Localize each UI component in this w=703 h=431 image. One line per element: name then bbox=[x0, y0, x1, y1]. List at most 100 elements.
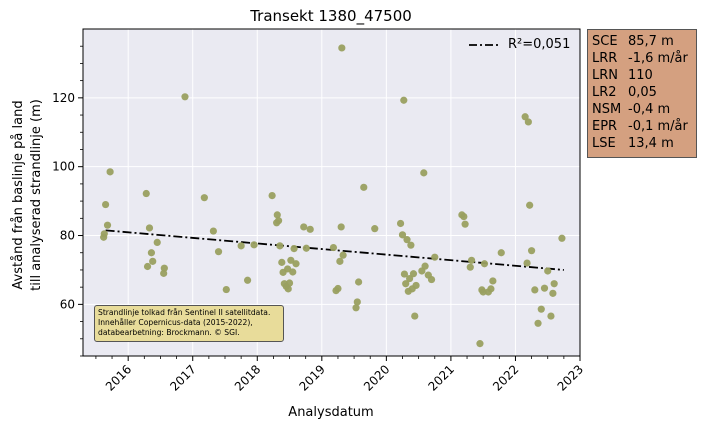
y-tick-label: 100 bbox=[52, 160, 75, 174]
data-point bbox=[524, 118, 532, 126]
stat-value: -1,6 m/år bbox=[628, 51, 688, 66]
plot-area bbox=[83, 29, 580, 356]
stat-key: LSE bbox=[592, 136, 616, 151]
attribution-line: databearbetning: Brockmann. © SGI. bbox=[98, 328, 240, 337]
stat-key: SCE bbox=[592, 34, 618, 49]
data-point bbox=[334, 284, 342, 293]
data-point bbox=[160, 264, 168, 272]
data-point bbox=[540, 284, 549, 292]
y-axis-title-line2: till analyserad strandlinje (m) bbox=[29, 99, 44, 291]
y-axis-ticks: 60 80 100 120 bbox=[52, 45, 83, 357]
data-point bbox=[523, 259, 531, 267]
data-point bbox=[431, 253, 439, 261]
data-point bbox=[420, 169, 428, 177]
data-point bbox=[550, 280, 558, 288]
data-point bbox=[353, 298, 361, 306]
x-tick-label: 2023 bbox=[555, 362, 586, 393]
data-point bbox=[181, 93, 189, 101]
data-point bbox=[360, 183, 368, 191]
x-tick-label: 2021 bbox=[426, 362, 457, 393]
stat-key: LRN bbox=[592, 68, 618, 83]
data-point bbox=[147, 249, 156, 257]
stat-row: LR2 0,05 bbox=[592, 84, 692, 101]
data-points bbox=[100, 44, 566, 348]
data-point bbox=[101, 200, 110, 209]
stat-row: NSM -0,4 m bbox=[592, 101, 692, 118]
data-point bbox=[467, 256, 476, 264]
data-point bbox=[200, 194, 208, 202]
data-point bbox=[411, 312, 419, 320]
stat-value: 85,7 m bbox=[628, 34, 674, 49]
stat-value: 110 bbox=[628, 68, 653, 83]
data-point bbox=[329, 243, 338, 252]
data-point bbox=[338, 44, 346, 52]
data-point bbox=[287, 256, 295, 264]
data-point bbox=[222, 285, 230, 294]
stat-row: SCE 85,7 m bbox=[592, 33, 692, 50]
x-tick-label: 2018 bbox=[232, 362, 263, 393]
x-tick-label: 2022 bbox=[490, 362, 521, 393]
stat-key: EPR bbox=[592, 119, 618, 134]
data-point bbox=[461, 220, 469, 228]
attribution-line: Innehåller Copernicus-data (2015-2022), bbox=[98, 318, 253, 327]
stat-value: -0,4 m bbox=[628, 102, 671, 117]
stat-key: NSM bbox=[592, 102, 622, 117]
x-axis-title: Analysdatum bbox=[288, 405, 373, 420]
attribution-box: Strandlinje tolkad från Sentinel II sate… bbox=[94, 305, 284, 342]
data-point bbox=[337, 223, 345, 231]
y-axis-title-line1: Avstånd från baslinje på land bbox=[11, 100, 26, 289]
data-point bbox=[302, 244, 310, 252]
chart-title: Transekt 1380_47500 bbox=[249, 7, 412, 26]
data-point bbox=[427, 275, 436, 284]
stat-row: EPR -0,1 m/år bbox=[592, 118, 692, 135]
data-point bbox=[300, 223, 308, 231]
data-point bbox=[103, 221, 112, 229]
data-point bbox=[290, 245, 298, 253]
data-point bbox=[402, 280, 410, 288]
data-point bbox=[142, 189, 150, 198]
data-point bbox=[460, 212, 468, 221]
data-point bbox=[400, 270, 409, 278]
data-point bbox=[106, 168, 114, 176]
data-point bbox=[214, 248, 223, 256]
data-point bbox=[398, 231, 407, 239]
x-tick-label: 2020 bbox=[361, 362, 392, 393]
stat-row: LRR -1,6 m/år bbox=[592, 50, 692, 67]
data-point bbox=[339, 251, 347, 259]
y-tick-label: 80 bbox=[60, 229, 75, 243]
attribution-line: Strandlinje tolkad från Sentinel II sate… bbox=[98, 308, 271, 317]
data-point bbox=[285, 279, 294, 287]
stat-row: LSE 13,4 m bbox=[592, 135, 692, 152]
data-point bbox=[521, 113, 529, 121]
data-point bbox=[406, 274, 414, 283]
statistics-box: SCE 85,7 m LRR -1,6 m/år LRN 110 LR2 0,05 NS… bbox=[587, 29, 697, 158]
data-point bbox=[547, 312, 555, 320]
plot-frame bbox=[82, 28, 581, 357]
stat-value: 0,05 bbox=[628, 85, 657, 100]
stat-value: 13,4 m bbox=[628, 136, 674, 151]
data-point bbox=[100, 230, 108, 238]
data-point bbox=[284, 265, 292, 273]
data-point bbox=[355, 278, 363, 286]
data-point bbox=[480, 260, 489, 268]
data-point bbox=[274, 217, 283, 225]
data-point bbox=[400, 96, 408, 104]
data-point bbox=[273, 211, 281, 219]
data-point bbox=[250, 241, 258, 249]
y-tick-label: 60 bbox=[60, 297, 75, 311]
data-point bbox=[466, 263, 474, 271]
data-point bbox=[421, 262, 429, 270]
data-point bbox=[479, 288, 487, 296]
data-point bbox=[292, 260, 300, 268]
stat-key: LR2 bbox=[592, 85, 617, 100]
data-point bbox=[558, 234, 566, 242]
y-tick-label: 120 bbox=[52, 91, 75, 105]
data-point bbox=[209, 227, 217, 235]
data-point bbox=[409, 270, 418, 278]
x-tick-label: 2019 bbox=[296, 362, 327, 393]
data-point bbox=[149, 257, 157, 265]
data-point bbox=[544, 267, 552, 275]
data-point bbox=[153, 238, 161, 247]
data-point bbox=[289, 268, 297, 276]
